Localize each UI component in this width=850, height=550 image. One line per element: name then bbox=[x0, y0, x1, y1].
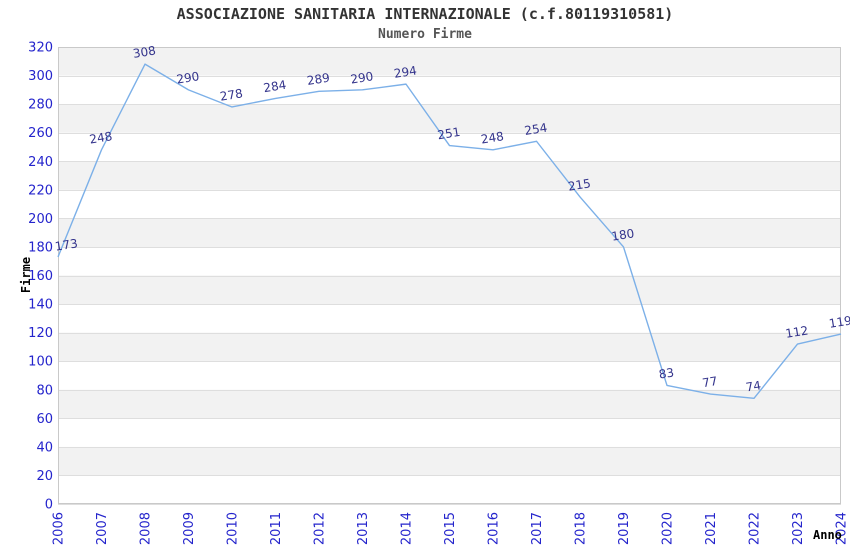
y-tick-label: 220 bbox=[28, 183, 53, 198]
value-label: 294 bbox=[393, 63, 418, 80]
value-label: 254 bbox=[523, 121, 548, 138]
y-tick-label: 200 bbox=[28, 212, 53, 227]
x-tick-label: 2009 bbox=[182, 512, 197, 545]
x-tick-label: 2023 bbox=[791, 512, 806, 545]
y-tick-label: 40 bbox=[36, 440, 53, 455]
y-tick-label: 280 bbox=[28, 98, 53, 113]
plot-border bbox=[58, 47, 841, 504]
x-tick-label: 2013 bbox=[356, 512, 371, 545]
grid-band bbox=[58, 446, 841, 476]
x-tick-label: 2017 bbox=[530, 512, 545, 545]
x-tick-label: 2014 bbox=[400, 512, 415, 545]
value-label: 289 bbox=[306, 71, 331, 88]
x-tick-label: 2022 bbox=[748, 512, 763, 545]
x-tick-label: 2020 bbox=[661, 512, 676, 545]
x-tick-label: 2018 bbox=[574, 512, 589, 545]
value-label: 83 bbox=[658, 365, 675, 381]
value-label: 290 bbox=[175, 69, 200, 86]
chart-title: ASSOCIAZIONE SANITARIA INTERNAZIONALE (c… bbox=[176, 5, 674, 23]
x-tick-label: 2019 bbox=[617, 512, 632, 545]
x-tick-label: 2024 bbox=[835, 512, 850, 545]
data-line bbox=[57, 63, 842, 400]
y-tick-label: 60 bbox=[36, 412, 53, 427]
value-label: 215 bbox=[567, 176, 592, 193]
y-tick-label: 140 bbox=[28, 298, 53, 313]
value-label: 248 bbox=[480, 129, 505, 146]
y-axis-title: Firme bbox=[19, 256, 33, 294]
grid-band bbox=[58, 332, 841, 362]
value-label: 308 bbox=[132, 43, 157, 60]
grid-band bbox=[58, 389, 841, 419]
x-axis-title: Anno bbox=[813, 528, 842, 542]
x-tick-label: 2021 bbox=[704, 512, 719, 545]
value-label: 112 bbox=[784, 323, 809, 340]
y-tick-label: 260 bbox=[28, 126, 53, 141]
value-label: 248 bbox=[88, 129, 113, 146]
grid-band bbox=[58, 104, 841, 133]
y-tick-label: 160 bbox=[28, 269, 53, 284]
x-tick-label: 2016 bbox=[487, 512, 502, 545]
y-tick-label: 240 bbox=[28, 155, 53, 170]
x-tick-label: 2007 bbox=[95, 512, 110, 545]
grid-band bbox=[58, 218, 841, 247]
grid-band bbox=[58, 47, 841, 76]
chart-subtitle: Numero Firme bbox=[378, 27, 472, 42]
y-tick-label: 80 bbox=[36, 383, 53, 398]
grid-band bbox=[58, 161, 841, 190]
x-tick-label: 2006 bbox=[52, 512, 67, 545]
x-tick-label: 2015 bbox=[443, 512, 458, 545]
x-tick-label: 2011 bbox=[269, 512, 284, 545]
grid-band bbox=[58, 275, 841, 305]
y-tick-label: 120 bbox=[28, 326, 53, 341]
value-label: 251 bbox=[436, 125, 461, 142]
x-tick-label: 2008 bbox=[139, 512, 154, 545]
value-label: 77 bbox=[701, 374, 718, 390]
value-label: 180 bbox=[610, 226, 635, 243]
value-label: 173 bbox=[54, 236, 79, 253]
x-tick-label: 2012 bbox=[313, 512, 328, 545]
y-tick-label: 100 bbox=[28, 355, 53, 370]
y-tick-label: 300 bbox=[28, 69, 53, 84]
y-tick-label: 0 bbox=[45, 498, 53, 513]
y-tick-label: 320 bbox=[28, 41, 53, 56]
y-tick-label: 20 bbox=[36, 469, 53, 484]
x-tick-label: 2010 bbox=[226, 512, 241, 545]
value-label: 278 bbox=[219, 86, 244, 103]
value-label: 290 bbox=[349, 69, 374, 86]
y-tick-label: 180 bbox=[28, 240, 53, 255]
value-label: 119 bbox=[828, 313, 850, 330]
value-label: 284 bbox=[262, 78, 287, 95]
value-label: 74 bbox=[745, 378, 762, 394]
